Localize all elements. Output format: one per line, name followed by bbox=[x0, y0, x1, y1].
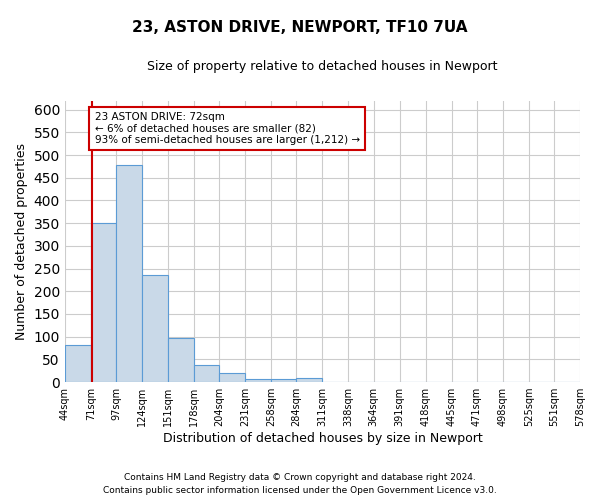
Bar bbox=[219, 373, 245, 382]
Text: 23 ASTON DRIVE: 72sqm
← 6% of detached houses are smaller (82)
93% of semi-detac: 23 ASTON DRIVE: 72sqm ← 6% of detached h… bbox=[95, 112, 360, 145]
Bar bbox=[168, 338, 194, 382]
Bar bbox=[91, 223, 116, 382]
Bar bbox=[194, 365, 219, 382]
Bar bbox=[142, 276, 168, 382]
Bar bbox=[65, 345, 91, 382]
Bar bbox=[116, 165, 142, 382]
X-axis label: Distribution of detached houses by size in Newport: Distribution of detached houses by size … bbox=[163, 432, 482, 445]
Bar bbox=[245, 379, 271, 382]
Title: Size of property relative to detached houses in Newport: Size of property relative to detached ho… bbox=[147, 60, 497, 73]
Y-axis label: Number of detached properties: Number of detached properties bbox=[15, 143, 28, 340]
Bar bbox=[296, 378, 322, 382]
Text: Contains HM Land Registry data © Crown copyright and database right 2024.
Contai: Contains HM Land Registry data © Crown c… bbox=[103, 474, 497, 495]
Text: 23, ASTON DRIVE, NEWPORT, TF10 7UA: 23, ASTON DRIVE, NEWPORT, TF10 7UA bbox=[132, 20, 468, 35]
Bar bbox=[271, 380, 296, 382]
